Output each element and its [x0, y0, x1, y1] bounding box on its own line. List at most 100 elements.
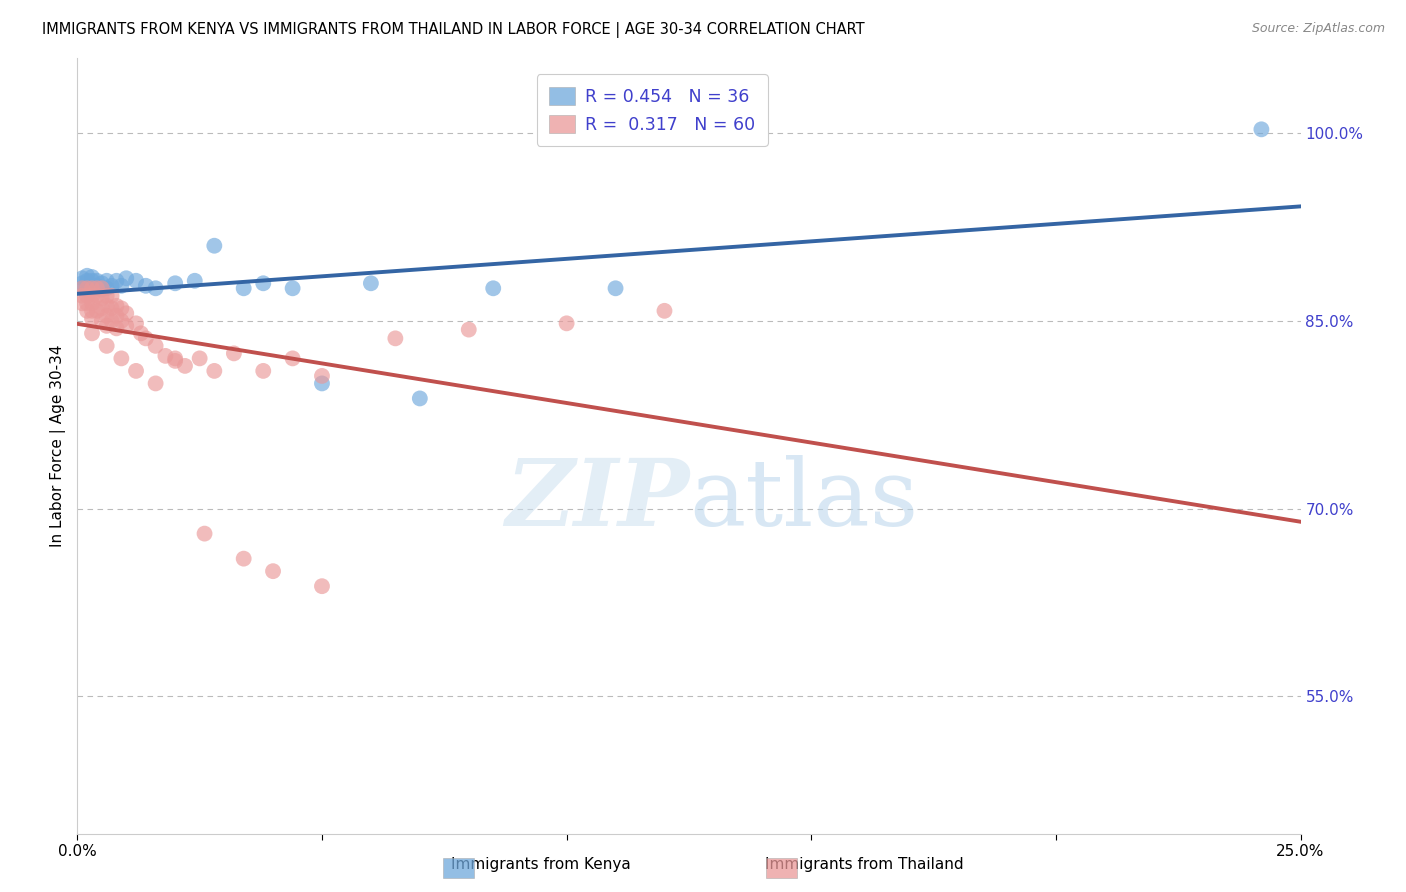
- Point: [90, 277, 112, 291]
- Point: [70, 296, 93, 310]
- Point: [311, 376, 333, 391]
- Point: [184, 274, 207, 288]
- Point: [70, 289, 93, 303]
- Point: [262, 564, 284, 578]
- Point: [125, 316, 148, 330]
- Point: [222, 346, 245, 360]
- Point: [384, 331, 406, 345]
- Text: Source: ZipAtlas.com: Source: ZipAtlas.com: [1251, 22, 1385, 36]
- Point: [76, 303, 98, 318]
- Point: [252, 277, 274, 291]
- Point: [165, 354, 187, 368]
- Point: [1250, 122, 1272, 136]
- Point: [100, 278, 122, 293]
- Point: [100, 314, 122, 328]
- Point: [96, 281, 118, 295]
- Point: [125, 364, 148, 378]
- Point: [80, 296, 103, 310]
- Point: [105, 299, 128, 313]
- Point: [70, 277, 93, 291]
- Point: [90, 283, 112, 297]
- Point: [76, 281, 98, 295]
- Point: [96, 309, 118, 323]
- Point: [232, 281, 254, 295]
- Point: [360, 277, 382, 291]
- Point: [193, 526, 215, 541]
- Point: [100, 301, 122, 316]
- Point: [110, 314, 132, 328]
- Point: [145, 339, 167, 353]
- Point: [110, 301, 132, 316]
- Point: [281, 281, 304, 295]
- Point: [76, 274, 98, 288]
- Point: [80, 281, 103, 295]
- Point: [145, 376, 167, 391]
- Point: [86, 289, 108, 303]
- Point: [86, 281, 108, 295]
- Point: [105, 321, 128, 335]
- Point: [100, 289, 122, 303]
- Point: [311, 579, 333, 593]
- Legend: R = 0.454   N = 36, R =  0.317   N = 60: R = 0.454 N = 36, R = 0.317 N = 60: [537, 74, 768, 146]
- Point: [76, 296, 98, 310]
- Text: ZIP: ZIP: [505, 455, 689, 545]
- Point: [155, 349, 177, 363]
- Point: [202, 364, 225, 378]
- Point: [457, 323, 479, 337]
- Point: [86, 278, 108, 293]
- Point: [115, 306, 138, 320]
- Point: [188, 351, 211, 366]
- Point: [96, 289, 118, 303]
- Point: [129, 326, 152, 341]
- Point: [80, 274, 103, 288]
- Y-axis label: In Labor Force | Age 30-34: In Labor Force | Age 30-34: [51, 344, 66, 548]
- Point: [232, 551, 254, 566]
- Point: [80, 270, 103, 285]
- Text: Immigrants from Kenya: Immigrants from Kenya: [451, 857, 631, 872]
- Point: [174, 359, 197, 373]
- Point: [90, 301, 112, 316]
- Point: [96, 299, 118, 313]
- Point: [70, 281, 93, 295]
- Point: [90, 314, 112, 328]
- Point: [90, 291, 112, 305]
- Point: [145, 281, 167, 295]
- Point: [80, 278, 103, 293]
- Point: [90, 281, 112, 295]
- Point: [110, 278, 132, 293]
- Point: [86, 281, 108, 295]
- Point: [70, 281, 93, 295]
- Point: [110, 351, 132, 366]
- Text: Immigrants from Thailand: Immigrants from Thailand: [765, 857, 965, 872]
- Point: [80, 311, 103, 326]
- Point: [135, 278, 157, 293]
- Point: [80, 326, 103, 341]
- Point: [654, 303, 676, 318]
- Point: [115, 271, 138, 285]
- Point: [105, 274, 128, 288]
- Point: [311, 368, 333, 383]
- Point: [135, 331, 157, 345]
- Point: [281, 351, 304, 366]
- Point: [409, 392, 432, 406]
- Text: atlas: atlas: [689, 455, 918, 545]
- Point: [80, 303, 103, 318]
- Point: [165, 277, 187, 291]
- Point: [252, 364, 274, 378]
- Point: [115, 318, 138, 333]
- Point: [70, 271, 93, 285]
- Point: [105, 309, 128, 323]
- Point: [86, 303, 108, 318]
- Point: [125, 274, 148, 288]
- Point: [80, 289, 103, 303]
- Text: IMMIGRANTS FROM KENYA VS IMMIGRANTS FROM THAILAND IN LABOR FORCE | AGE 30-34 COR: IMMIGRANTS FROM KENYA VS IMMIGRANTS FROM…: [42, 22, 865, 38]
- Point: [80, 281, 103, 295]
- Point: [76, 289, 98, 303]
- Point: [165, 351, 187, 366]
- Point: [86, 274, 108, 288]
- Point: [555, 316, 578, 330]
- Point: [482, 281, 505, 295]
- Point: [96, 339, 118, 353]
- Point: [605, 281, 627, 295]
- Point: [202, 238, 225, 252]
